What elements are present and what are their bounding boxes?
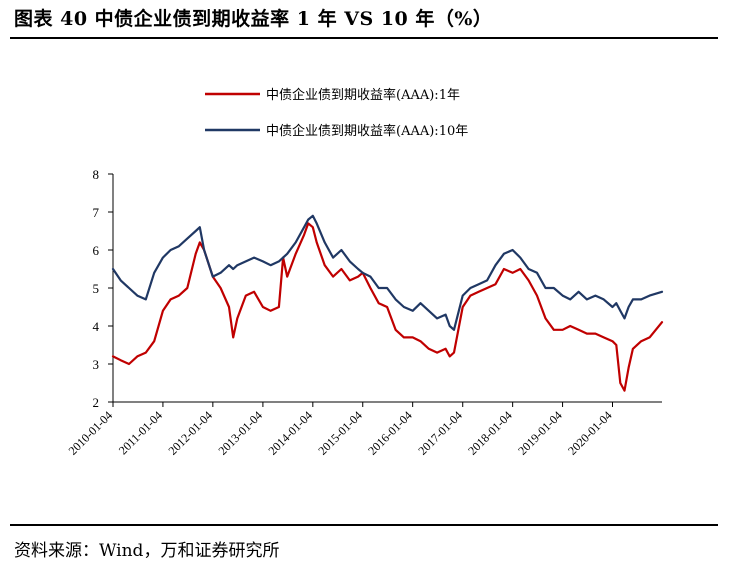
x-tick-label: 2018-01-04 bbox=[465, 408, 514, 457]
series-line-1 bbox=[111, 222, 664, 392]
x-tick-label: 2019-01-04 bbox=[515, 408, 564, 457]
x-tick-label: 2017-01-04 bbox=[415, 408, 464, 457]
legend-label-2: 中债企业债到期收益率(AAA):10年 bbox=[266, 123, 468, 139]
x-tick-label: 2016-01-04 bbox=[365, 408, 414, 457]
x-tick-label: 2012-01-04 bbox=[165, 408, 214, 457]
y-tick-label: 5 bbox=[93, 281, 100, 296]
y-tick-label: 4 bbox=[93, 319, 100, 334]
y-tick-label: 2 bbox=[93, 395, 100, 410]
top-rule bbox=[10, 37, 718, 39]
bottom-rule bbox=[10, 524, 718, 526]
legend-label-1: 中债企业债到期收益率(AAA):1年 bbox=[266, 87, 460, 103]
y-tick-label: 8 bbox=[93, 167, 100, 182]
x-tick-label: 2013-01-04 bbox=[216, 408, 265, 457]
y-tick-label: 7 bbox=[93, 205, 100, 220]
x-tick-label: 2015-01-04 bbox=[315, 408, 364, 457]
x-tick-label: 2011-01-04 bbox=[116, 408, 165, 457]
source-note: 资料来源：Wind，万和证券研究所 bbox=[14, 541, 280, 561]
figure-title: 图表 40 中债企业债到期收益率 1 年 VS 10 年（%） bbox=[14, 8, 493, 30]
y-tick-label: 3 bbox=[93, 357, 100, 372]
x-tick-label: 2010-01-04 bbox=[66, 408, 115, 457]
x-tick-label: 2014-01-04 bbox=[265, 408, 314, 457]
chart-series bbox=[111, 214, 664, 392]
y-tick-label: 6 bbox=[93, 243, 100, 258]
x-tick-label: 2020-01-04 bbox=[565, 408, 614, 457]
series-line-2 bbox=[111, 214, 664, 331]
